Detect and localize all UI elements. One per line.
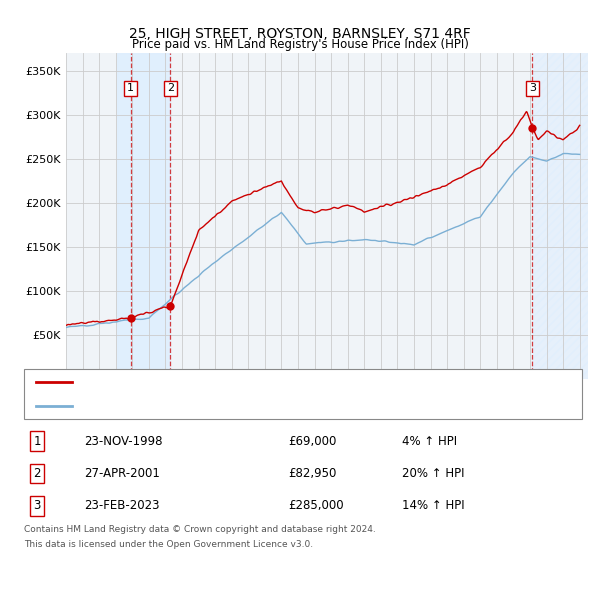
Text: 1: 1	[127, 83, 134, 93]
Text: HPI: Average price, detached house, Barnsley: HPI: Average price, detached house, Barn…	[78, 401, 316, 411]
Text: 23-NOV-1998: 23-NOV-1998	[84, 434, 163, 448]
Text: 1: 1	[34, 434, 41, 448]
Text: 25, HIGH STREET, ROYSTON, BARNSLEY, S71 4RF: 25, HIGH STREET, ROYSTON, BARNSLEY, S71 …	[129, 27, 471, 41]
Text: Price paid vs. HM Land Registry's House Price Index (HPI): Price paid vs. HM Land Registry's House …	[131, 38, 469, 51]
Text: 3: 3	[34, 499, 41, 513]
Text: This data is licensed under the Open Government Licence v3.0.: This data is licensed under the Open Gov…	[24, 540, 313, 549]
Bar	[118, 53, 170, 379]
Text: 4% ↑ HPI: 4% ↑ HPI	[402, 434, 457, 448]
Text: £285,000: £285,000	[288, 499, 344, 513]
Bar	[532, 53, 588, 379]
Text: £69,000: £69,000	[288, 434, 337, 448]
Text: 14% ↑ HPI: 14% ↑ HPI	[402, 499, 464, 513]
Text: 2: 2	[167, 83, 174, 93]
Text: 25, HIGH STREET, ROYSTON, BARNSLEY, S71 4RF (detached house): 25, HIGH STREET, ROYSTON, BARNSLEY, S71 …	[78, 377, 428, 386]
Text: £82,950: £82,950	[288, 467, 337, 480]
Text: 23-FEB-2023: 23-FEB-2023	[84, 499, 160, 513]
Text: 3: 3	[529, 83, 536, 93]
Text: Contains HM Land Registry data © Crown copyright and database right 2024.: Contains HM Land Registry data © Crown c…	[24, 525, 376, 534]
Text: 20% ↑ HPI: 20% ↑ HPI	[402, 467, 464, 480]
Text: 27-APR-2001: 27-APR-2001	[84, 467, 160, 480]
Text: 2: 2	[34, 467, 41, 480]
